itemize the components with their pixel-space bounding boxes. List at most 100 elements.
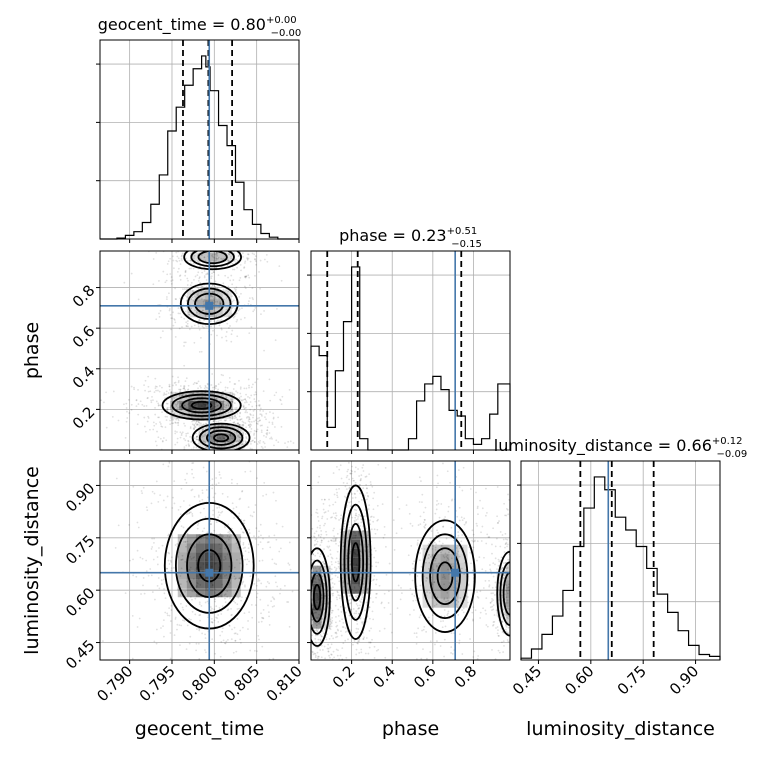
sample-point [510,546,512,548]
sample-point [322,502,325,505]
sample-point [215,428,218,431]
sample-point [335,537,338,540]
sample-point [513,540,515,542]
sample-point [471,611,474,614]
sample-point [517,602,519,604]
sample-point [222,282,225,285]
sample-point [502,651,505,653]
sample-point [231,398,234,401]
sample-point [512,591,514,593]
sample-point [186,512,189,515]
sample-point [251,287,254,290]
sample-point [321,635,323,638]
sample-point [226,441,229,444]
sample-point [260,313,262,316]
sample-point [429,555,432,558]
sample-point [455,580,458,582]
sample-point [459,663,461,665]
sample-point [248,420,251,423]
sample-point [512,540,514,542]
sample-point [505,589,508,592]
sample-point [176,441,179,444]
sample-point [315,628,318,631]
sample-point [190,307,192,310]
sample-point [505,542,507,545]
sample-point [529,621,531,623]
sample-point [246,558,249,561]
sample-point [236,455,238,457]
density-cell [213,561,223,571]
sample-point [204,453,206,455]
sample-point [539,596,541,598]
sample-point [350,629,352,632]
sample-point [221,266,224,268]
sample-point [193,428,195,431]
sample-point [436,474,439,477]
sample-point [238,424,241,427]
sample-point [205,286,208,289]
sample-point [201,492,204,494]
sample-point [233,516,235,519]
sample-point [314,674,316,676]
sample-point [256,423,259,425]
sample-point [253,408,256,411]
sample-point [191,610,194,613]
sample-point [518,590,520,592]
sample-point [224,424,227,427]
sample-point [306,676,308,678]
density-cell [198,442,208,450]
sample-point [188,642,191,645]
sample-point [481,568,484,571]
sample-point [183,414,186,417]
sample-point [320,539,323,542]
sample-point [257,440,260,443]
sample-point [251,616,254,619]
sample-point [419,552,422,554]
sample-point [245,393,247,396]
sample-point [358,652,361,654]
density-cell [222,561,232,571]
sample-point [215,708,217,710]
sample-point [243,407,246,410]
sample-point [229,433,232,436]
sample-point [366,492,368,494]
sample-point [514,564,516,566]
sample-point [345,567,347,570]
sample-point [228,451,230,453]
sample-point [238,415,241,418]
sample-point [184,310,187,313]
density-cell [206,409,216,419]
sample-point [443,655,445,658]
sample-point [306,546,308,548]
sample-point [513,602,515,604]
sample-point [338,723,340,725]
sample-point [242,421,245,424]
sample-point [243,316,246,319]
sample-point [238,396,241,399]
sample-point [154,406,156,409]
sample-point [485,624,488,626]
sample-point [233,632,236,635]
sample-point [210,455,212,457]
sample-point [250,420,253,423]
sample-point [180,624,183,627]
sample-point [235,286,238,289]
sample-point [174,430,177,433]
sample-point [413,609,415,611]
sample-point [443,597,446,600]
sample-point [302,603,304,605]
sample-point [252,416,254,419]
sample-point [204,386,207,388]
sample-point [302,620,304,622]
sample-point [182,608,185,611]
sample-point [126,410,128,413]
sample-point [331,609,333,612]
sample-point [304,507,306,509]
sample-point [176,543,179,545]
sample-point [232,388,235,390]
sample-point [186,284,189,286]
sample-point [305,552,307,554]
sample-point [214,296,217,299]
sample-point [183,341,186,344]
sample-point [143,425,146,428]
